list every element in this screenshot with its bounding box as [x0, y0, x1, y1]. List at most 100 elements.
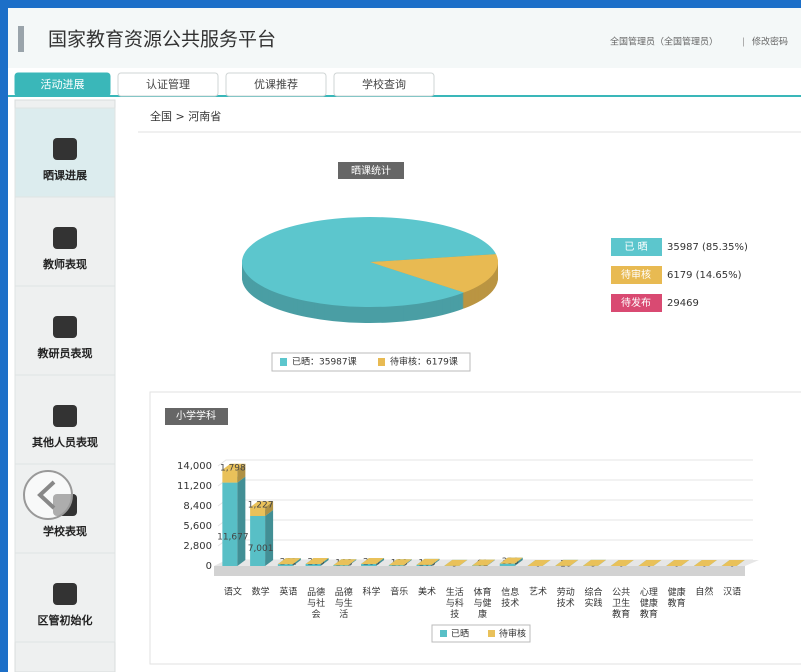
x-tick-label: 生活与科技: [446, 586, 464, 620]
x-tick-label: 综合实践: [584, 586, 602, 609]
x-tick-label: 语文: [224, 586, 242, 598]
pie-slice: [242, 217, 497, 307]
bar-side: [237, 463, 246, 483]
x-tick-label: 英语: [279, 586, 297, 598]
bar-top: [638, 559, 662, 566]
sidebar-icon: [53, 227, 77, 249]
y-tick-label: 8,400: [183, 501, 212, 512]
bar-front: [250, 515, 266, 566]
bar-front: [361, 563, 377, 566]
bar-front: [388, 565, 404, 566]
chart-title: 小学学科: [176, 409, 216, 422]
tab-label[interactable]: 认证管理: [146, 77, 190, 91]
bar-side: [265, 501, 274, 516]
sidebar-label[interactable]: 学校表现: [43, 524, 87, 538]
x-tick-label: 体育与健康: [473, 586, 491, 620]
bar-side: [237, 476, 246, 566]
summary-label: 已 晒: [624, 241, 647, 253]
summary-swatch: [611, 238, 662, 256]
x-tick-label: 公共卫生教育: [612, 587, 630, 620]
y-tick-label: 5,600: [183, 521, 212, 532]
bar-top: [499, 557, 523, 564]
chart-title-box: [338, 162, 404, 179]
bar-top: [333, 559, 357, 566]
summary-value: 29469: [667, 298, 699, 309]
legend-swatch: [488, 630, 495, 637]
bar-side: [431, 558, 440, 566]
bar-top: [666, 560, 690, 566]
bar-top: [693, 560, 717, 566]
legend-label: 已晒：35987课: [292, 357, 357, 368]
change-password[interactable]: 修改密码: [752, 36, 788, 48]
bar-side: [597, 559, 606, 566]
bar-side: [459, 559, 468, 566]
bar-side: [653, 559, 662, 566]
tab[interactable]: [225, 72, 327, 97]
bar-front: [333, 565, 349, 566]
x-tick-label: 自然: [695, 586, 713, 598]
sidebar-icon: [53, 316, 77, 338]
summary-swatch: [611, 294, 662, 312]
tab-label[interactable]: 学校查询: [362, 77, 406, 91]
user-name[interactable]: 全国管理员（全国管理员）: [610, 36, 718, 48]
separator: |: [742, 38, 745, 48]
tab-label[interactable]: 活动进展: [41, 78, 85, 91]
header-bg: [8, 8, 801, 68]
tab[interactable]: [333, 72, 435, 97]
bar-front: [222, 482, 238, 566]
y-tick-label: 0: [206, 561, 212, 572]
legend-label: 待审核: [499, 628, 526, 640]
bar-side: [376, 557, 385, 566]
bar-front: [222, 469, 238, 483]
sidebar-label[interactable]: 教研员表现: [37, 346, 93, 360]
bar-front: [277, 564, 293, 566]
x-tick-label: 品德与社会: [307, 586, 325, 620]
tab[interactable]: [117, 72, 219, 97]
bar-side: [514, 557, 523, 566]
bar-front: [305, 564, 321, 566]
x-tick-label: 信息技术: [501, 586, 519, 609]
sidebar-icon: [53, 405, 77, 427]
tab[interactable]: [14, 72, 111, 97]
sidebar-label[interactable]: 其他人员表现: [32, 435, 98, 449]
legend-box: [271, 352, 471, 372]
summary-value: 6179 (14.65%): [667, 270, 742, 281]
chart-title: 晒课统计: [351, 164, 391, 177]
value-label: 1,227: [248, 501, 274, 511]
x-tick-label: 数学: [252, 586, 270, 598]
legend-label: 待审核：6179课: [390, 356, 458, 368]
pie-slice: [370, 254, 498, 293]
tab-label[interactable]: 优课推荐: [254, 77, 298, 91]
bar-top: [721, 560, 745, 566]
bar-top: [277, 558, 301, 565]
summary-value: 35987 (85.35%): [667, 242, 748, 253]
bar-top: [582, 559, 606, 566]
bar-top: [305, 558, 329, 564]
sidebar-icon: [53, 583, 77, 605]
value-label: 1,798: [220, 463, 246, 473]
y-tick-label: 14,000: [177, 461, 212, 472]
x-tick-label: 心理健康教育: [640, 587, 658, 620]
legend-swatch: [280, 358, 287, 366]
x-tick-label: 美术: [418, 586, 436, 598]
legend-swatch: [440, 630, 447, 637]
summary-label: 待发布: [621, 296, 651, 309]
legend-swatch: [378, 358, 385, 366]
bar-top: [222, 463, 246, 470]
sidebar-label[interactable]: 教师表现: [42, 257, 87, 271]
legend-box: [431, 624, 531, 643]
floor-front: [214, 566, 745, 576]
value-label: 7,001: [248, 544, 274, 554]
back-button[interactable]: [23, 470, 73, 520]
x-tick-label: 健康教育: [668, 586, 686, 609]
logo-mark: [18, 26, 24, 52]
bar-front: [499, 563, 515, 566]
breadcrumb[interactable]: 全国 > 河南省: [150, 109, 221, 123]
bar-top: [610, 560, 634, 566]
x-tick-label: 品德与生活: [335, 586, 353, 620]
summary-swatch: [611, 266, 662, 284]
sidebar-label[interactable]: 晒课进展: [43, 168, 88, 182]
value-label: 11,677: [217, 532, 249, 542]
bar-top: [444, 559, 468, 566]
sidebar-label[interactable]: 区管初始化: [38, 613, 93, 627]
